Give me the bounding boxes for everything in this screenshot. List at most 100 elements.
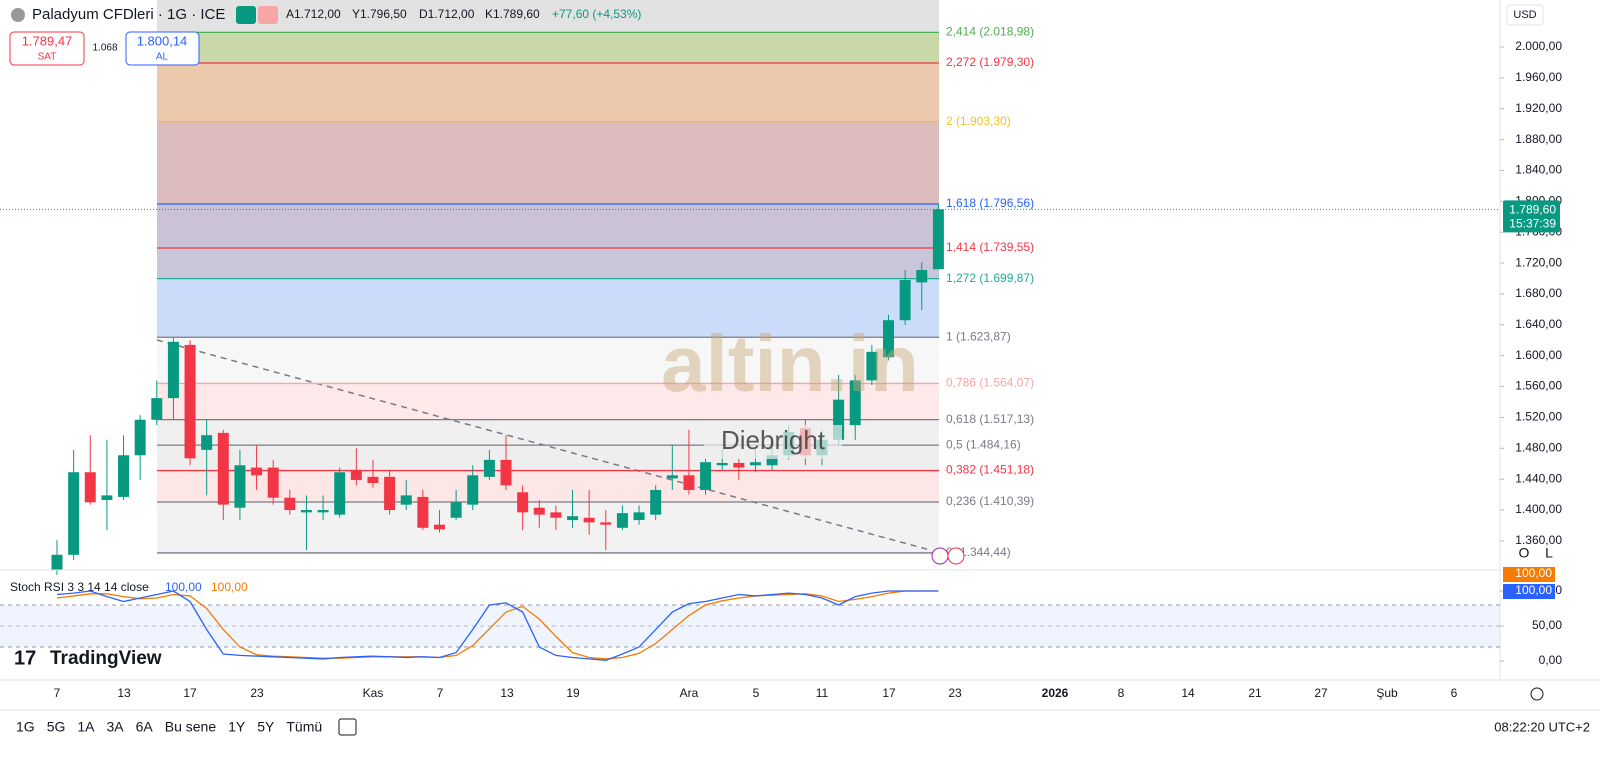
time-label: 13 (117, 686, 131, 700)
logo-mark: 17 (14, 647, 36, 669)
time-label: 2026 (1042, 686, 1069, 700)
date-range-icon[interactable] (338, 718, 357, 736)
candle-body (700, 462, 712, 490)
currency-button[interactable] (1506, 4, 1544, 26)
fib-label: 0,5 (1.484,16) (946, 437, 1021, 451)
candle-body (134, 419, 146, 456)
stoch-k-value: 100,00 (165, 580, 202, 594)
time-label: Kas (363, 686, 384, 700)
range-button[interactable]: 1G (16, 719, 35, 735)
price-tick-label: 2.000,00 (1515, 39, 1562, 53)
stoch-pane: 100,00 50,00 0,00 100,00 100,00 (0, 566, 1562, 667)
candle-body (666, 475, 678, 479)
price-tick-label: 1.680,00 (1515, 286, 1562, 300)
time-label: 23 (250, 686, 264, 700)
candle-body (151, 398, 163, 420)
stoch-tick-label: 50,00 (1532, 618, 1562, 632)
candle-body (450, 502, 462, 518)
fib-label: 1,272 (1.699,87) (946, 271, 1034, 285)
candle-body (633, 512, 645, 521)
fib-label: 0,236 (1.410,39) (946, 494, 1034, 508)
time-label: 27 (1314, 686, 1328, 700)
candle-body (517, 492, 529, 513)
flag-icon[interactable] (947, 547, 965, 565)
ohlc-close: K1.789,60 (485, 7, 540, 21)
event-icon[interactable] (931, 547, 949, 565)
scale-button[interactable]: L (1545, 545, 1553, 561)
candle-body (84, 472, 96, 503)
time-label: 17 (882, 686, 896, 700)
candle-body (916, 270, 928, 283)
fib-zone (157, 32, 939, 63)
stoch-tick-label: 0,00 (1539, 653, 1563, 667)
price-tick-label: 1.920,00 (1515, 101, 1562, 115)
candle-body (51, 554, 63, 571)
ohlc-high: Y1.796,50 (352, 7, 407, 21)
price-tick-label: 1.640,00 (1515, 317, 1562, 331)
candle-body (883, 320, 894, 358)
stoch-d-value: 100,00 (211, 580, 248, 594)
logo: TradingView (50, 648, 162, 669)
candle-body (267, 467, 279, 498)
candle-body (217, 432, 229, 505)
fib-label: 0,382 (1.451,18) (946, 463, 1034, 477)
time-label: Ara (680, 686, 699, 700)
watermark: altin.in (661, 319, 919, 408)
settings-icon[interactable] (1530, 687, 1544, 701)
candle-body (833, 399, 845, 440)
bottom-toolbar: 1G 5G 1A 3A 6A Bu sene 1Y 5Y Tümü (16, 719, 322, 735)
price-tick-label: 1.840,00 (1515, 163, 1562, 177)
candle-body (284, 497, 296, 511)
candle-body (317, 510, 329, 513)
symbol-icon (11, 8, 25, 22)
clock: 08:22:20 UTC+2 (1494, 719, 1590, 734)
fib-zone (157, 383, 939, 420)
buy-price: 1.800,14 (137, 33, 188, 48)
price-tick-label: 1.880,00 (1515, 132, 1562, 146)
fib-label: 2,414 (2.018,98) (946, 25, 1034, 39)
time-label: 6 (1451, 686, 1458, 700)
range-button[interactable]: 5Y (257, 719, 275, 735)
scale-button[interactable]: O (1519, 545, 1530, 561)
range-button[interactable]: 3A (107, 719, 125, 735)
candle-body (733, 462, 745, 468)
sell-label: SAT (38, 52, 57, 63)
countdown: 15:37:39 (1509, 217, 1556, 231)
stoch-line (56, 590, 939, 661)
range-button[interactable]: 6A (136, 719, 154, 735)
range-button[interactable]: Tümü (286, 719, 322, 735)
price-tick-label: 1.720,00 (1515, 255, 1562, 269)
fib-label: 0,786 (1.564,07) (946, 376, 1034, 390)
candle-body (500, 459, 512, 486)
candle-body (68, 472, 80, 555)
candle-body (899, 280, 911, 321)
stoch-line (56, 590, 939, 660)
range-button[interactable]: 1Y (228, 719, 246, 735)
candle-body (201, 435, 213, 450)
candle-body (932, 209, 944, 270)
sell-button[interactable] (9, 31, 85, 66)
price-tick-label: 1.960,00 (1515, 70, 1562, 84)
range-button[interactable]: Bu sene (165, 719, 217, 735)
candle-body (483, 459, 495, 477)
watermark-box (704, 425, 842, 459)
market-icon (236, 6, 256, 24)
fib-zone (157, 247, 939, 279)
buy-button[interactable] (125, 31, 200, 66)
sell-price: 1.789,47 (22, 33, 73, 48)
candle-body (350, 469, 362, 480)
time-label: 7 (437, 686, 444, 700)
stoch-title: Stoch RSI 3 3 14 14 close (10, 580, 149, 594)
candle-body (417, 496, 429, 528)
range-button[interactable]: 5G (47, 719, 66, 735)
candle-body (467, 475, 479, 505)
candle-body (616, 513, 628, 528)
candle-body (384, 476, 396, 511)
symbol[interactable]: Paladyum CFDleri · 1G · ICE (32, 6, 225, 23)
delay-icon (258, 6, 278, 24)
candle-body (433, 524, 445, 530)
price-tick-label: 1.520,00 (1515, 410, 1562, 424)
time-label: 8 (1118, 686, 1125, 700)
time-label: 17 (183, 686, 197, 700)
range-button[interactable]: 1A (77, 719, 95, 735)
